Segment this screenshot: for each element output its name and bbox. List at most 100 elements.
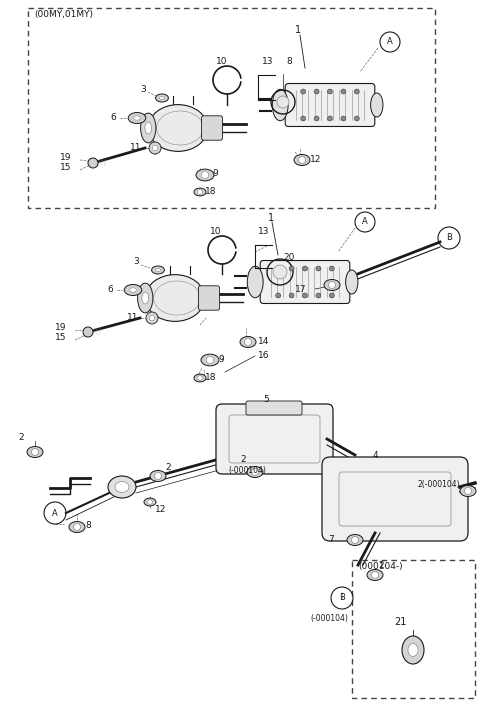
Ellipse shape	[196, 169, 214, 181]
Circle shape	[32, 448, 38, 455]
Circle shape	[273, 265, 287, 279]
FancyBboxPatch shape	[246, 401, 302, 415]
Text: 4: 4	[372, 450, 378, 460]
Ellipse shape	[138, 283, 153, 313]
Text: 11: 11	[130, 144, 142, 153]
FancyBboxPatch shape	[199, 286, 219, 310]
Circle shape	[148, 500, 153, 504]
Ellipse shape	[371, 93, 383, 117]
Circle shape	[276, 293, 281, 298]
Ellipse shape	[144, 498, 156, 506]
Text: 8: 8	[286, 57, 292, 66]
Circle shape	[329, 266, 334, 271]
Text: 10: 10	[216, 57, 228, 66]
Circle shape	[149, 315, 155, 321]
Circle shape	[328, 281, 336, 288]
Circle shape	[327, 116, 333, 121]
Ellipse shape	[460, 486, 476, 496]
Ellipse shape	[156, 269, 160, 271]
Ellipse shape	[69, 522, 85, 532]
Text: 7: 7	[328, 535, 334, 544]
Text: B: B	[339, 593, 345, 602]
Ellipse shape	[408, 643, 418, 657]
Circle shape	[252, 469, 259, 476]
Ellipse shape	[272, 89, 288, 121]
Circle shape	[83, 327, 93, 337]
Text: 3: 3	[140, 86, 146, 95]
Ellipse shape	[128, 112, 146, 124]
Circle shape	[302, 293, 308, 298]
Ellipse shape	[247, 467, 263, 477]
FancyBboxPatch shape	[322, 457, 468, 541]
Text: 5: 5	[263, 395, 269, 404]
Circle shape	[316, 266, 321, 271]
Circle shape	[198, 189, 203, 194]
FancyBboxPatch shape	[216, 404, 333, 474]
Ellipse shape	[130, 288, 136, 292]
Text: 16: 16	[258, 351, 269, 361]
Ellipse shape	[148, 105, 208, 151]
Ellipse shape	[194, 188, 206, 196]
Ellipse shape	[142, 292, 149, 304]
Text: 10: 10	[210, 228, 222, 237]
Text: A: A	[387, 37, 393, 47]
Circle shape	[289, 293, 294, 298]
Circle shape	[300, 116, 306, 121]
Text: 1: 1	[295, 25, 301, 35]
Ellipse shape	[347, 534, 363, 546]
Text: 2: 2	[165, 462, 170, 472]
Ellipse shape	[150, 470, 166, 481]
Ellipse shape	[324, 279, 340, 291]
Text: 2: 2	[240, 455, 246, 464]
Bar	[28, 8, 435, 208]
Text: 9: 9	[212, 170, 218, 178]
Text: 12: 12	[155, 506, 167, 515]
Ellipse shape	[402, 636, 424, 664]
Circle shape	[314, 116, 319, 121]
Ellipse shape	[346, 270, 358, 294]
Circle shape	[300, 89, 306, 94]
Circle shape	[341, 116, 346, 121]
Text: 11: 11	[127, 313, 139, 322]
Circle shape	[277, 96, 289, 108]
Circle shape	[155, 472, 161, 479]
Ellipse shape	[159, 96, 164, 100]
Circle shape	[244, 339, 252, 346]
Circle shape	[354, 89, 360, 94]
Text: 6: 6	[110, 114, 116, 122]
Circle shape	[276, 266, 281, 271]
Text: 19: 19	[55, 322, 67, 332]
Ellipse shape	[115, 481, 129, 493]
Text: 19: 19	[60, 153, 72, 161]
Circle shape	[149, 142, 161, 154]
Text: 1: 1	[268, 213, 274, 223]
Text: 15: 15	[60, 163, 72, 173]
Ellipse shape	[27, 447, 43, 457]
Ellipse shape	[201, 354, 219, 366]
Text: (-000104): (-000104)	[310, 614, 348, 622]
Text: 8: 8	[85, 522, 91, 530]
Text: 15: 15	[55, 334, 67, 342]
Circle shape	[351, 537, 359, 544]
Ellipse shape	[145, 274, 205, 322]
Text: 2: 2	[378, 561, 384, 570]
Circle shape	[299, 156, 305, 163]
Ellipse shape	[134, 116, 140, 120]
Ellipse shape	[156, 94, 168, 102]
Ellipse shape	[108, 476, 136, 498]
Circle shape	[372, 571, 379, 578]
Text: 17: 17	[295, 286, 307, 295]
Circle shape	[329, 293, 334, 298]
Ellipse shape	[194, 374, 206, 382]
Circle shape	[316, 293, 321, 298]
Circle shape	[202, 171, 209, 179]
Ellipse shape	[294, 155, 310, 165]
Circle shape	[206, 356, 214, 363]
Text: 18: 18	[205, 373, 216, 382]
Ellipse shape	[145, 122, 152, 134]
Text: 13: 13	[258, 228, 269, 237]
Ellipse shape	[141, 113, 156, 143]
Text: 2: 2	[18, 433, 24, 443]
Circle shape	[152, 146, 158, 151]
Text: 12: 12	[310, 156, 322, 165]
